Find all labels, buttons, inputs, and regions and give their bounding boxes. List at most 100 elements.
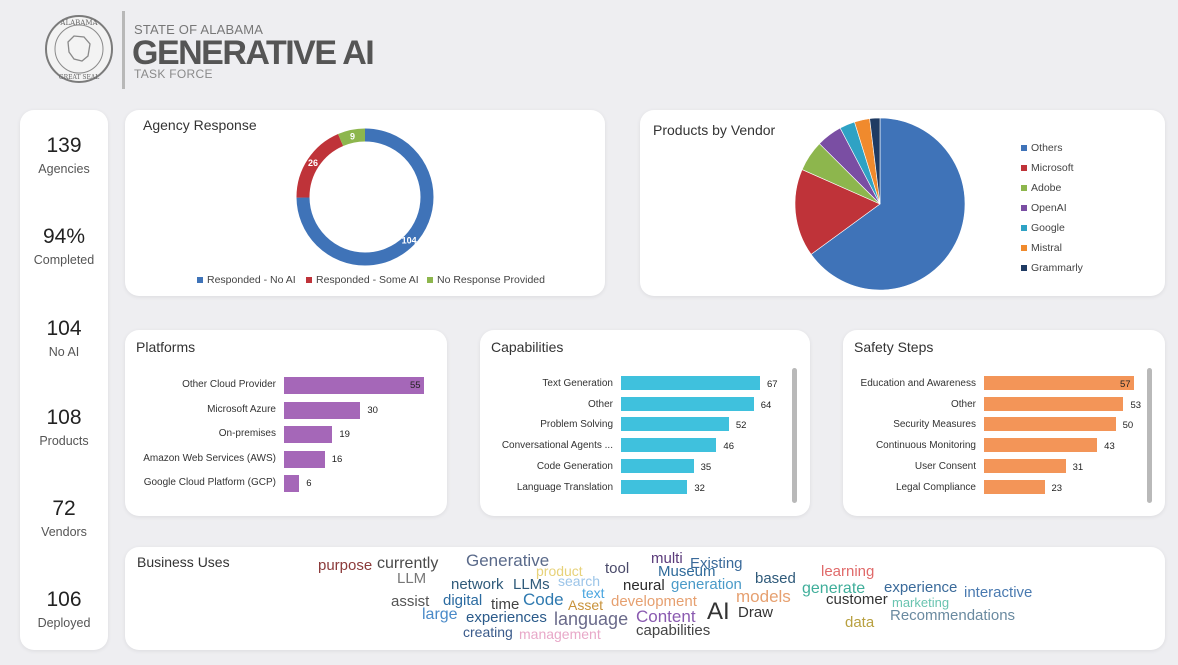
word-cloud-word: neural [623, 577, 665, 594]
legend-swatch [427, 277, 433, 284]
word-cloud-word: language [554, 609, 629, 629]
word-cloud-word: customer [826, 591, 888, 608]
bar[interactable] [621, 438, 717, 453]
legend-swatch [197, 277, 203, 284]
word-cloud-word: digital [443, 592, 483, 609]
legend-label: No Response Provided [437, 274, 545, 286]
pie-slice[interactable] [810, 117, 966, 291]
bar-value-label: 64 [760, 399, 772, 411]
word-cloud-word: AI [707, 598, 730, 625]
business-uses-card[interactable]: Business Uses purpose currently Generative… [125, 547, 1165, 650]
pie-slice[interactable] [869, 117, 881, 205]
word-cloud-word: Code [523, 590, 564, 609]
bar-category-label: Other [950, 398, 976, 410]
kpi-vendors: 72 Vendors [20, 497, 108, 539]
bar-value-label: 53 [1130, 399, 1142, 411]
bar[interactable] [984, 417, 1116, 432]
word-cloud-word: LLMs [513, 576, 550, 593]
legend-swatch [1021, 145, 1027, 152]
word-cloud-word: currently [377, 555, 439, 572]
bar-value-label: 43 [1104, 441, 1115, 453]
bar-category-label: Amazon Web Services (AWS) [143, 452, 276, 464]
legend-label: Responded - No AI [207, 274, 296, 286]
kpi-label: No AI [48, 345, 80, 359]
bar[interactable] [284, 401, 361, 419]
pie-slice[interactable] [794, 169, 881, 255]
bar[interactable] [284, 426, 333, 443]
header-state: STATE OF ALABAMA [134, 22, 264, 37]
bar-category-label: Legal Compliance [895, 481, 976, 493]
kpi-products: 108 Products [20, 406, 108, 448]
kpi-value: 72 [52, 497, 76, 520]
kpi-deployed: 106 Deployed [20, 588, 108, 630]
word-cloud-word: creating [463, 624, 513, 640]
bar[interactable] [284, 475, 300, 492]
legend-swatch [1021, 205, 1027, 212]
bar[interactable] [621, 479, 688, 494]
bar[interactable] [621, 376, 760, 390]
legend-label: Others [1031, 142, 1063, 154]
bar[interactable] [984, 396, 1124, 411]
legend-label: Mistral [1031, 242, 1062, 254]
bar-value-label: 16 [331, 453, 343, 465]
bar[interactable] [621, 458, 694, 473]
kpi-value: 106 [46, 588, 82, 611]
bar-value-label: 31 [1072, 461, 1084, 473]
kpi-agencies: 139 Agencies [20, 134, 108, 176]
donut-slice[interactable] [296, 128, 434, 266]
word-cloud-word: capabilities [636, 622, 711, 639]
card-title: Capabilities [491, 339, 564, 355]
capabilities-card[interactable]: Capabilities Text Generation 67 Other 64 Pro… [480, 330, 810, 516]
bar[interactable] [984, 438, 1098, 453]
agency-response-card[interactable]: Agency Response 104 26 9 Responded - No AI… [125, 110, 605, 296]
bar[interactable] [984, 479, 1045, 494]
word-cloud-word: Content [636, 607, 696, 626]
word-cloud-word: experience [884, 579, 958, 596]
legend-label: Grammarly [1031, 262, 1083, 274]
bar-category-label: Conversational Agents ... [501, 440, 613, 452]
word-cloud-word: Generative [466, 551, 550, 570]
bar-category-label: Problem Solving [540, 419, 613, 431]
seal-text-top: ALABAMA [59, 19, 98, 27]
word-cloud-word: multi [651, 550, 683, 567]
bar-value-label: 55 [410, 380, 421, 391]
donut-slice[interactable] [296, 128, 434, 266]
bar-value-label: 57 [1120, 379, 1131, 390]
bar[interactable] [984, 458, 1066, 473]
word-cloud-word: time [491, 596, 520, 613]
word-cloud-word: assist [391, 593, 430, 610]
legend-swatch [1021, 225, 1027, 232]
word-cloud-word: generate [802, 580, 866, 597]
word-cloud-word: marketing [892, 595, 950, 610]
kpi-value: 104 [46, 317, 82, 340]
scrollbar[interactable] [792, 368, 797, 503]
card-title: Platforms [136, 339, 196, 355]
bar-value-label: 46 [723, 441, 734, 453]
bar[interactable] [284, 450, 325, 468]
bar-value-label: 19 [339, 429, 350, 440]
products-by-vendor-card[interactable]: Products by Vendor Others Microsoft Adobe O… [640, 110, 1165, 296]
word-cloud-word: based [755, 570, 796, 587]
platforms-card[interactable]: Platforms Other Cloud Provider 55 Microsof… [125, 330, 447, 516]
kpi-label: Completed [33, 253, 95, 267]
bar-category-label: On-premises [218, 428, 276, 439]
bar[interactable] [621, 396, 754, 411]
legend-label: Responded - Some AI [316, 274, 419, 286]
kpi-panel: 139 Agencies 94% Completed 104 No AI 108… [20, 110, 108, 650]
legend-swatch [1021, 245, 1027, 252]
bar[interactable] [621, 417, 729, 432]
page-title: GENERATIVE AI [132, 34, 375, 72]
legend-item: Grammarly [1021, 262, 1083, 274]
word-cloud-word: Museum [658, 563, 716, 580]
bar[interactable] [984, 376, 1134, 390]
scrollbar[interactable] [1147, 368, 1152, 503]
bar-value-label: 23 [1051, 482, 1063, 494]
kpi-label: Agencies [38, 162, 90, 176]
bar-category-label: Security Measures [893, 419, 976, 431]
kpi-label: Deployed [37, 616, 91, 630]
kpi-label: Products [39, 434, 89, 448]
legend-swatch [306, 277, 312, 284]
bar[interactable] [284, 377, 424, 394]
safety-steps-card[interactable]: Safety Steps Education and Awareness 57 Ot… [843, 330, 1165, 516]
donut-data-label: 9 [350, 131, 355, 141]
